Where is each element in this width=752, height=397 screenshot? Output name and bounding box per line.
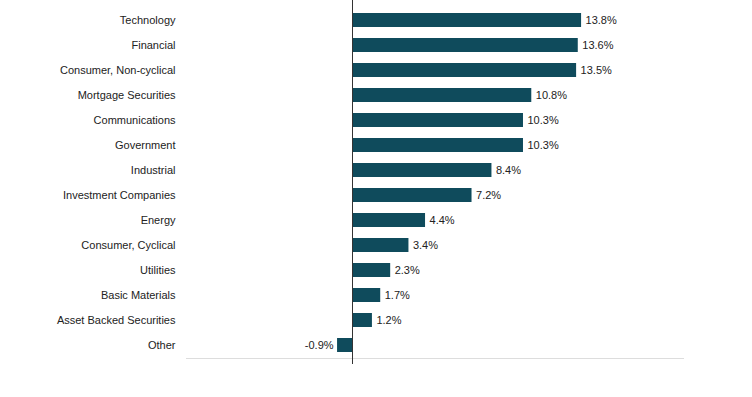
svg-text:Communications: Communications (94, 114, 176, 126)
svg-text:13.5%: 13.5% (581, 64, 612, 76)
svg-text:Investment Companies: Investment Companies (63, 189, 176, 201)
svg-text:Other: Other (148, 339, 176, 351)
svg-text:Utilities: Utilities (140, 264, 176, 276)
svg-text:Energy: Energy (141, 214, 176, 226)
svg-text:Industrial: Industrial (131, 164, 176, 176)
svg-text:10.8%: 10.8% (536, 89, 567, 101)
svg-text:Government: Government (115, 139, 176, 151)
svg-text:Mortgage Securities: Mortgage Securities (78, 89, 176, 101)
svg-text:Consumer, Cyclical: Consumer, Cyclical (81, 239, 175, 251)
svg-text:Asset Backed Securities: Asset Backed Securities (57, 314, 176, 326)
svg-text:-0.9%: -0.9% (305, 339, 334, 351)
svg-text:4.4%: 4.4% (430, 214, 455, 226)
svg-text:Basic Materials: Basic Materials (101, 289, 176, 301)
svg-text:1.7%: 1.7% (385, 289, 410, 301)
svg-text:13.6%: 13.6% (582, 39, 613, 51)
svg-text:2.3%: 2.3% (395, 264, 420, 276)
svg-text:Financial: Financial (131, 39, 175, 51)
svg-text:Consumer, Non-cyclical: Consumer, Non-cyclical (60, 64, 176, 76)
svg-text:Technology: Technology (120, 14, 176, 26)
svg-text:10.3%: 10.3% (527, 114, 558, 126)
svg-text:3.4%: 3.4% (413, 239, 438, 251)
svg-text:13.8%: 13.8% (586, 14, 617, 26)
svg-text:7.2%: 7.2% (476, 189, 501, 201)
svg-text:10.3%: 10.3% (527, 139, 558, 151)
svg-text:8.4%: 8.4% (496, 164, 521, 176)
svg-text:1.2%: 1.2% (376, 314, 401, 326)
